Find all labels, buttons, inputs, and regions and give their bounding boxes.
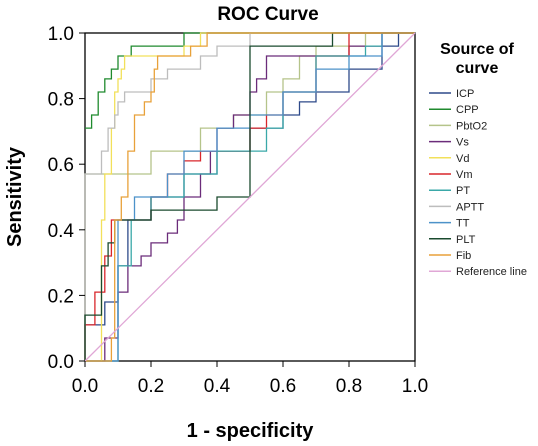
legend-label-vm: Vm — [456, 169, 473, 181]
series-line-pt — [85, 32, 415, 362]
legend: Source of curve ICP CPP PbtO2 Vs Vd Vm PT APTT T… — [429, 41, 527, 278]
y-tick-label: 0.0 — [48, 352, 74, 373]
legend-label-vs: Vs — [456, 137, 469, 149]
x-tick-label: 1.0 — [402, 376, 428, 397]
series-line-plt — [84, 32, 415, 361]
y-tick-label: 0.4 — [48, 221, 75, 242]
series-line-tt — [85, 32, 415, 362]
x-axis-title: 1 - specificity — [187, 420, 315, 442]
series-layer — [84, 32, 416, 362]
series-line-vd — [85, 32, 415, 362]
legend-label-vd: Vd — [456, 153, 469, 165]
x-tick-label: 0.6 — [270, 376, 296, 397]
chart-title: ROC Curve — [217, 4, 318, 25]
x-tick-label: 0.4 — [204, 376, 231, 397]
y-tick-label: 0.2 — [48, 286, 74, 307]
y-tick-label: 1.0 — [48, 24, 74, 45]
series-line-reference-line — [84, 32, 416, 362]
legend-label-cpp: CPP — [456, 104, 479, 116]
legend-label-aptt: APTT — [456, 201, 484, 213]
x-axis-ticks: 0.0 0.2 0.4 0.6 0.8 1.0 — [72, 361, 428, 397]
y-axis-ticks: 0.0 0.2 0.4 0.6 0.8 1.0 — [48, 24, 85, 373]
legend-label-plt: PLT — [456, 234, 476, 246]
legend-title-line-1: Source of — [440, 41, 514, 58]
series-line-vs — [85, 32, 415, 362]
legend-label-pt: PT — [456, 185, 470, 197]
series-line-fib — [85, 32, 415, 362]
x-tick-label: 0.0 — [72, 376, 98, 397]
legend-label-tt: TT — [456, 218, 470, 230]
x-tick-label: 0.2 — [138, 376, 164, 397]
y-axis-title: Sensitivity — [4, 146, 26, 247]
legend-label-reference-line: Reference line — [456, 266, 527, 278]
series-line-aptt — [84, 32, 415, 361]
series-line-cpp — [85, 32, 415, 129]
y-tick-label: 0.8 — [48, 90, 74, 111]
x-tick-label: 0.8 — [336, 376, 362, 397]
legend-label-fib: Fib — [456, 250, 471, 262]
legend-title-line-2: curve — [456, 60, 499, 77]
legend-label-pbto2: PbtO2 — [456, 120, 487, 132]
y-tick-label: 0.6 — [48, 155, 74, 176]
legend-label-icp: ICP — [456, 88, 474, 100]
